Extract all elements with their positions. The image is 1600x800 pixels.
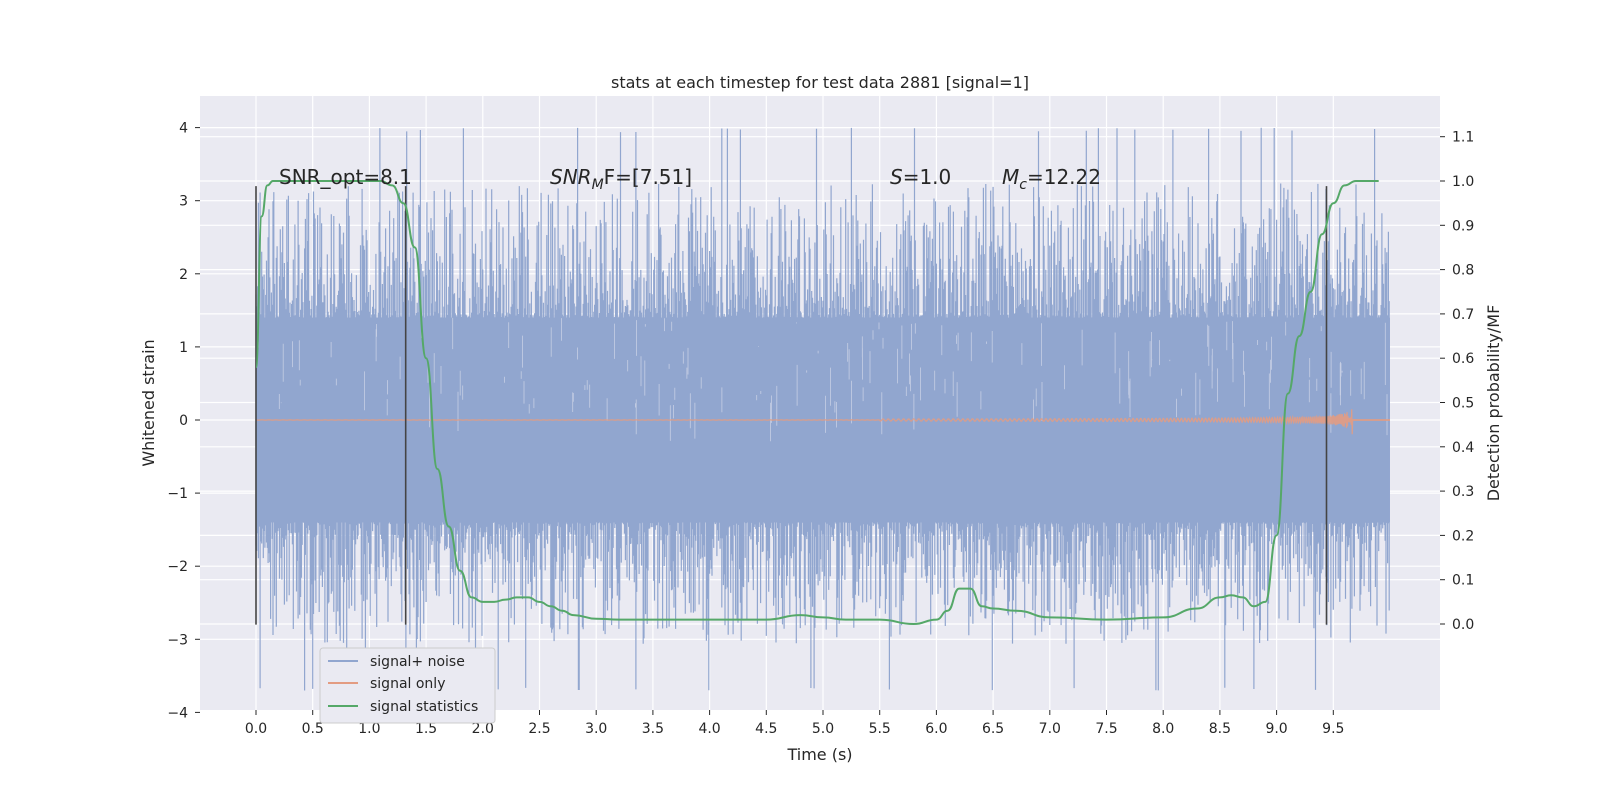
y-tick-label: 3 — [179, 194, 188, 210]
x-tick-label: 9.0 — [1265, 721, 1287, 737]
legend: signal+ noise signal only signal statist… — [319, 647, 496, 724]
y-right-tick-label: 0.4 — [1452, 440, 1474, 456]
y-right-tick-label: 0.8 — [1452, 263, 1474, 279]
y-right-tick-label: 0.3 — [1452, 484, 1474, 500]
signal-statistics-series — [255, 179, 1379, 626]
chart-title: stats at each timestep for test data 288… — [611, 73, 1029, 92]
annotation-s: S=1.0 — [890, 165, 951, 189]
y-tick-label: 4 — [179, 121, 188, 137]
snr-mf-subscript: M — [592, 177, 604, 193]
y-right-tick-label: 0.6 — [1452, 351, 1474, 367]
annotation-snr-mf: SNRMF=[7.51] — [550, 165, 692, 193]
s-variable: S — [890, 165, 903, 189]
y-tick-label: −1 — [167, 486, 188, 502]
y-right-tick-label: 0.7 — [1452, 307, 1474, 323]
y-right-tick-label: 0.0 — [1452, 617, 1474, 633]
x-tick-label: 7.0 — [1039, 721, 1061, 737]
x-tick-label: 6.0 — [925, 721, 947, 737]
y-tick-label: 1 — [179, 340, 188, 356]
y-right-tick-label: 1.0 — [1452, 174, 1474, 190]
x-tick-label: 2.5 — [528, 721, 550, 737]
legend-label-signal: signal only — [370, 676, 445, 692]
snr-mf-rest: F=[7.51] — [604, 165, 692, 189]
mc-subscript: c — [1019, 177, 1027, 193]
axis-ticks: 0.0 0.5 1.0 1.5 2.0 2.5 3.0 3.5 4.0 4.5 5.0 5.5 6.0 6… — [167, 121, 1474, 737]
y-right-tick-label: 0.2 — [1452, 528, 1474, 544]
x-tick-label: 0.0 — [245, 721, 267, 737]
x-tick-label: 8.5 — [1209, 721, 1231, 737]
y-right-tick-label: 0.5 — [1452, 396, 1474, 412]
signal-only-series — [255, 409, 1390, 435]
y-tick-label: −3 — [167, 632, 188, 648]
x-tick-label: 4.5 — [755, 721, 777, 737]
legend-box — [319, 647, 496, 724]
signal-only-line — [255, 409, 1390, 435]
y-axis-label-left: Whitened strain — [139, 339, 158, 466]
x-tick-label: 6.5 — [982, 721, 1004, 737]
x-tick-label: 1.0 — [358, 721, 380, 737]
mc-rest: =12.22 — [1027, 165, 1101, 189]
legend-label-stats: signal statistics — [370, 699, 478, 715]
x-tick-label: 5.0 — [812, 721, 834, 737]
x-tick-label: 7.5 — [1095, 721, 1117, 737]
y-axis-label-right: Detection probability/MF — [1484, 305, 1503, 502]
x-tick-label: 1.5 — [415, 721, 437, 737]
x-tick-label: 4.0 — [698, 721, 720, 737]
y-tick-label: 2 — [179, 267, 188, 283]
x-tick-label: 3.5 — [642, 721, 664, 737]
y-right-tick-label: 0.1 — [1452, 573, 1474, 589]
s-rest: =1.0 — [903, 165, 952, 189]
annotation-mc: Mc=12.22 — [1002, 165, 1101, 193]
x-tick-label: 0.5 — [302, 721, 324, 737]
x-tick-label: 2.0 — [472, 721, 494, 737]
x-axis-label: Time (s) — [786, 745, 852, 764]
y-tick-label: −2 — [167, 559, 188, 575]
snr-mf-main: SNR — [550, 165, 592, 189]
y-right-tick-label: 0.9 — [1452, 218, 1474, 234]
noise-gaps — [257, 317, 1388, 442]
signal-statistics-line — [255, 179, 1379, 626]
x-tick-label: 9.5 — [1322, 721, 1344, 737]
x-tick-label: 8.0 — [1152, 721, 1174, 737]
y-right-tick-label: 1.1 — [1452, 130, 1474, 146]
x-tick-label: 5.5 — [869, 721, 891, 737]
mc-variable: M — [1002, 165, 1019, 189]
x-tick-label: 3.0 — [585, 721, 607, 737]
y-tick-label: 0 — [179, 413, 188, 429]
event-markers — [255, 186, 1328, 625]
annotation-snr-opt: SNR_opt=8.1 — [279, 165, 412, 189]
legend-label-noise: signal+ noise — [370, 654, 465, 670]
y-tick-label: −4 — [167, 705, 188, 721]
